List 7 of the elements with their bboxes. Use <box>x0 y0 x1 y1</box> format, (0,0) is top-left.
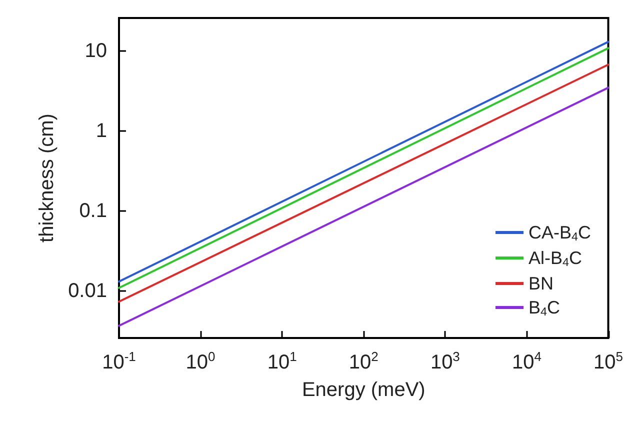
x-axis-title: Energy (meV) <box>302 379 426 401</box>
y-tick-label: 1 <box>96 120 107 142</box>
y-tick-label: 10 <box>84 40 107 62</box>
y-tick-label: 0.1 <box>79 200 107 222</box>
legend-label: BN <box>528 274 554 294</box>
y-tick-label: 0.01 <box>68 280 107 302</box>
y-axis-title: thickness (cm) <box>36 114 58 242</box>
